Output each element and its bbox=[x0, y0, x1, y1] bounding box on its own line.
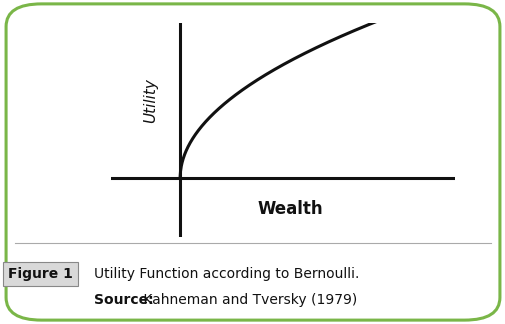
Text: Utility Function according to Bernoulli.: Utility Function according to Bernoulli. bbox=[93, 267, 358, 281]
Text: Wealth: Wealth bbox=[257, 200, 322, 218]
Text: Kahneman and Tversky (1979): Kahneman and Tversky (1979) bbox=[139, 293, 357, 307]
Text: Figure 1: Figure 1 bbox=[8, 267, 73, 281]
Text: Utility: Utility bbox=[143, 78, 158, 123]
Text: Source:: Source: bbox=[93, 293, 153, 307]
